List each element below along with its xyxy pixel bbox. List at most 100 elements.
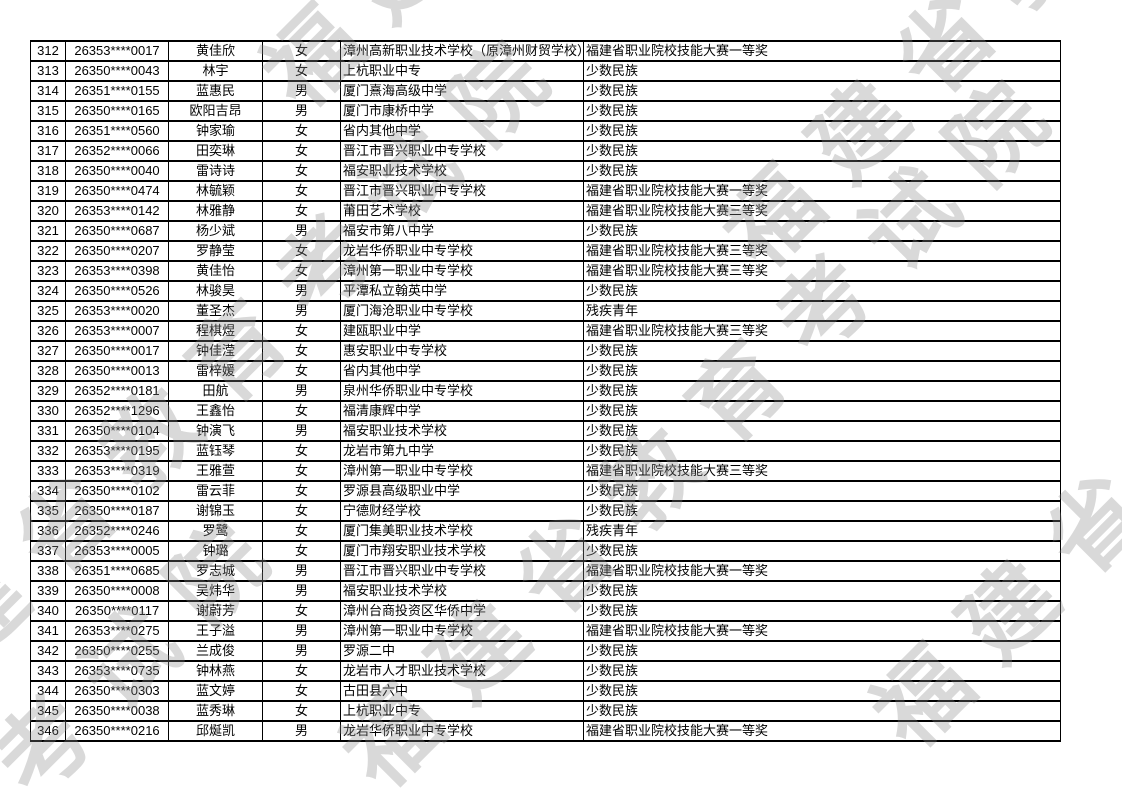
cell-award: 少数民族 (583, 160, 1061, 182)
cell-id: 26350****0017 (65, 340, 169, 362)
cell-gender: 女 (262, 60, 341, 82)
table-row: 322 26350****0207 罗静莹女龙岩华侨职业中专学校 福建省职业院校技能大… (30, 240, 1061, 262)
cell-school: 罗源县高级职业中学 (340, 480, 584, 502)
cell-name: 罗静莹 (168, 240, 263, 262)
table-row: 332 26353****0195 蓝钰琴女龙岩市第九中学 少数民族 (30, 440, 1061, 462)
cell-school: 福安职业技术学校 (340, 160, 584, 182)
cell-no: 320 (30, 200, 66, 222)
cell-no: 323 (30, 260, 66, 282)
cell-name: 钟佳滢 (168, 340, 263, 362)
cell-school: 漳州第一职业中专学校 (340, 260, 584, 282)
table-row: 315 26350****0165 欧阳吉昂男厦门市康桥中学 少数民族 (30, 100, 1061, 122)
cell-award: 福建省职业院校技能大赛三等奖 (583, 320, 1061, 342)
cell-no: 341 (30, 620, 66, 642)
cell-award: 少数民族 (583, 400, 1061, 422)
cell-gender: 男 (262, 280, 341, 302)
cell-name: 钟林燕 (168, 660, 263, 682)
cell-school: 漳州第一职业中专学校 (340, 460, 584, 482)
table-row: 324 26350****0526 林骏昊男平潭私立翰英中学 少数民族 (30, 280, 1061, 302)
cell-gender: 女 (262, 180, 341, 202)
cell-name: 董圣杰 (168, 300, 263, 322)
cell-no: 326 (30, 320, 66, 342)
cell-school: 漳州第一职业中专学校 (340, 620, 584, 642)
cell-school: 龙岩华侨职业中专学校 (340, 240, 584, 262)
cell-no: 343 (30, 660, 66, 682)
cell-school: 平潭私立翰英中学 (340, 280, 584, 302)
cell-name: 林雅静 (168, 200, 263, 222)
cell-school: 泉州华侨职业中专学校 (340, 380, 584, 402)
cell-school: 漳州台商投资区华侨中学 (340, 600, 584, 622)
cell-no: 334 (30, 480, 66, 502)
cell-name: 田航 (168, 380, 263, 402)
cell-gender: 女 (262, 260, 341, 282)
cell-school: 建瓯职业中学 (340, 320, 584, 342)
cell-id: 26350****0165 (65, 100, 169, 122)
table-row: 327 26350****0017 钟佳滢女惠安职业中专学校 少数民族 (30, 340, 1061, 362)
table-row: 345 26350****0038 蓝秀琳女上杭职业中专 少数民族 (30, 700, 1061, 722)
cell-gender: 女 (262, 600, 341, 622)
cell-school: 省内其他中学 (340, 120, 584, 142)
cell-id: 26353****0020 (65, 300, 169, 322)
cell-name: 谢锦玉 (168, 500, 263, 522)
cell-gender: 男 (262, 720, 341, 742)
cell-award: 残疾青年 (583, 520, 1061, 542)
cell-award: 福建省职业院校技能大赛三等奖 (583, 200, 1061, 222)
table-row: 344 26350****0303 蓝文婷女古田县六中 少数民族 (30, 680, 1061, 702)
table-row: 326 26353****0007 程棋煜女建瓯职业中学 福建省职业院校技能大赛三等奖 (30, 320, 1061, 342)
cell-award: 福建省职业院校技能大赛三等奖 (583, 260, 1061, 282)
cell-id: 26351****0685 (65, 560, 169, 582)
cell-id: 26352****0246 (65, 520, 169, 542)
cell-school: 厦门海沧职业中专学校 (340, 300, 584, 322)
cell-no: 346 (30, 720, 66, 742)
table-row: 341 26353****0275 王子溢男漳州第一职业中专学校 福建省职业院校技能大… (30, 620, 1061, 642)
cell-award: 福建省职业院校技能大赛一等奖 (583, 620, 1061, 642)
cell-gender: 女 (262, 360, 341, 382)
cell-award: 少数民族 (583, 680, 1061, 702)
cell-gender: 女 (262, 500, 341, 522)
cell-name: 黄佳欣 (168, 40, 263, 62)
cell-no: 340 (30, 600, 66, 622)
cell-no: 317 (30, 140, 66, 162)
cell-no: 344 (30, 680, 66, 702)
cell-gender: 女 (262, 120, 341, 142)
cell-school: 晋江市晋兴职业中专学校 (340, 560, 584, 582)
table-row: 346 26350****0216 邱烻凯男龙岩华侨职业中专学校 福建省职业院校技能大… (30, 720, 1061, 742)
cell-name: 蓝文婷 (168, 680, 263, 702)
table-row: 319 26350****0474 林毓颖女晋江市晋兴职业中专学校 福建省职业院校技能… (30, 180, 1061, 202)
cell-id: 26350****0008 (65, 580, 169, 602)
cell-award: 福建省职业院校技能大赛一等奖 (583, 560, 1061, 582)
table-row: 329 26352****0181 田航男泉州华侨职业中专学校 少数民族 (30, 380, 1061, 402)
cell-id: 26350****0043 (65, 60, 169, 82)
table-row: 317 26352****0066 田奕琳女晋江市晋兴职业中专学校 少数民族 (30, 140, 1061, 162)
cell-name: 罗鹭 (168, 520, 263, 542)
cell-id: 26352****0181 (65, 380, 169, 402)
cell-award: 少数民族 (583, 480, 1061, 502)
cell-award: 少数民族 (583, 280, 1061, 302)
cell-award: 福建省职业院校技能大赛一等奖 (583, 180, 1061, 202)
cell-school: 厦门市康桥中学 (340, 100, 584, 122)
cell-gender: 女 (262, 340, 341, 362)
cell-award: 少数民族 (583, 360, 1061, 382)
cell-no: 336 (30, 520, 66, 542)
cell-no: 339 (30, 580, 66, 602)
cell-no: 331 (30, 420, 66, 442)
cell-id: 26350****0038 (65, 700, 169, 722)
table-row: 312 26353****0017 黄佳欣女漳州高新职业技术学校（原漳州财贸学校）福… (30, 40, 1061, 62)
cell-gender: 男 (262, 420, 341, 442)
cell-award: 少数民族 (583, 540, 1061, 562)
cell-award: 少数民族 (583, 140, 1061, 162)
cell-id: 26350****0040 (65, 160, 169, 182)
cell-id: 26352****0066 (65, 140, 169, 162)
cell-school: 罗源二中 (340, 640, 584, 662)
table-row: 333 26353****0319 王雅萱女漳州第一职业中专学校 福建省职业院校技能大… (30, 460, 1061, 482)
cell-name: 杨少斌 (168, 220, 263, 242)
cell-gender: 女 (262, 40, 341, 62)
table-row: 343 26353****0735 钟林燕女龙岩市人才职业技术学校 少数民族 (30, 660, 1061, 682)
cell-id: 26353****0007 (65, 320, 169, 342)
cell-id: 26353****0319 (65, 460, 169, 482)
cell-gender: 女 (262, 460, 341, 482)
cell-school: 上杭职业中专 (340, 60, 584, 82)
cell-name: 谢蔚芳 (168, 600, 263, 622)
cell-award: 少数民族 (583, 420, 1061, 442)
table-row: 323 26353****0398 黄佳怡女漳州第一职业中专学校 福建省职业院校技能大… (30, 260, 1061, 282)
